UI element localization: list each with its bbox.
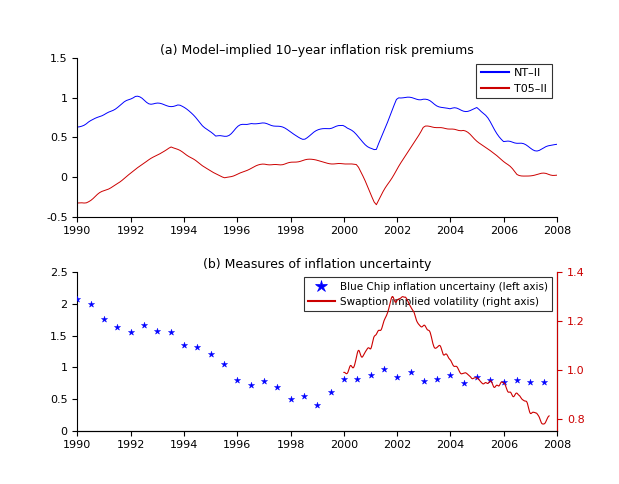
Point xyxy=(272,383,282,391)
Point xyxy=(526,378,535,386)
Point xyxy=(166,328,176,336)
Title: (b) Measures of inflation uncertainty: (b) Measures of inflation uncertainty xyxy=(203,258,431,271)
Point xyxy=(259,378,269,385)
Point xyxy=(352,375,362,383)
Point xyxy=(72,295,82,302)
Point xyxy=(285,395,295,403)
Point xyxy=(512,376,522,384)
Point xyxy=(379,365,389,373)
Point xyxy=(313,401,322,409)
Point xyxy=(326,388,335,396)
Point xyxy=(499,378,509,386)
Title: (a) Model–implied 10–year inflation risk premiums: (a) Model–implied 10–year inflation risk… xyxy=(160,44,474,57)
Point xyxy=(405,368,415,376)
Point xyxy=(152,328,162,335)
Point xyxy=(459,379,469,387)
Point xyxy=(113,323,123,331)
Point xyxy=(472,373,482,381)
Point xyxy=(539,378,548,386)
Point xyxy=(86,300,96,308)
Point xyxy=(339,375,349,382)
Point xyxy=(419,378,429,385)
Point xyxy=(366,371,376,378)
Point xyxy=(219,360,229,368)
Legend: NT–II, T05–II: NT–II, T05–II xyxy=(477,63,552,98)
Point xyxy=(432,375,442,383)
Point xyxy=(446,371,456,379)
Point xyxy=(193,343,202,351)
Point xyxy=(299,392,309,400)
Point xyxy=(206,350,215,358)
Point xyxy=(485,376,495,383)
Point xyxy=(139,321,149,329)
Point xyxy=(392,373,402,380)
Point xyxy=(246,381,256,389)
Point xyxy=(126,328,136,336)
Point xyxy=(232,377,242,384)
Legend: Blue Chip inflation uncertainy (left axis), Swaption implied volatility (right a: Blue Chip inflation uncertainy (left axi… xyxy=(305,277,552,311)
Point xyxy=(179,341,189,348)
Point xyxy=(99,315,109,322)
